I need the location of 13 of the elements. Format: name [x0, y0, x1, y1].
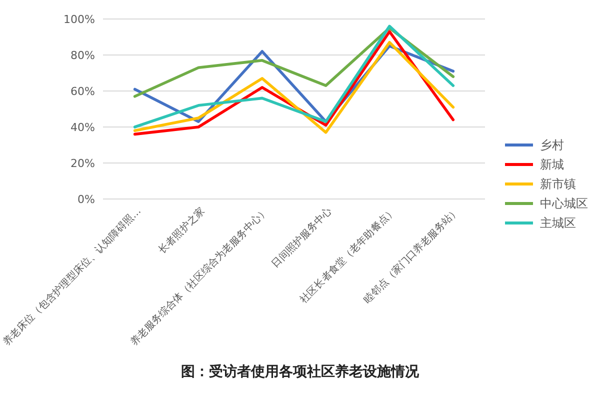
- legend-label: 新城: [540, 158, 564, 172]
- y-tick-label: 80%: [70, 48, 95, 62]
- text: 图：受访者使用各项社区养老设施情况: [181, 363, 420, 380]
- x-tick-label: 长者照护之家: [156, 205, 208, 256]
- y-tick-label: 0%: [78, 192, 95, 206]
- legend-label: 新市镇: [540, 177, 576, 192]
- legend-label: 乡村: [540, 138, 564, 152]
- legend-label: 主城区: [540, 216, 576, 230]
- y-tick-label: 20%: [70, 156, 95, 170]
- y-tick-label: 100%: [64, 12, 95, 26]
- y-tick-label: 40%: [70, 120, 95, 134]
- y-tick-label: 60%: [70, 84, 95, 98]
- legend-label: 中心城区: [540, 196, 588, 211]
